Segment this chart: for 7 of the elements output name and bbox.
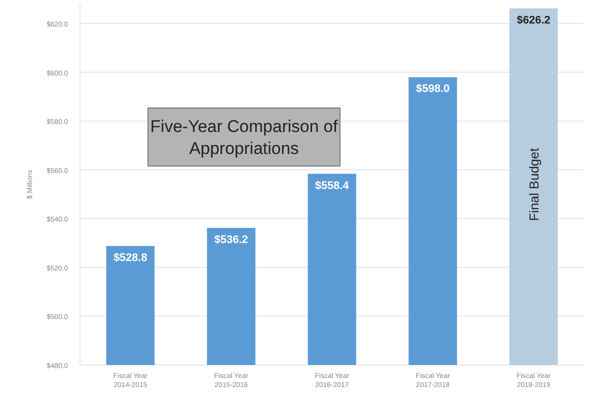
data-label: $558.4 [315, 180, 350, 192]
annotation: Final Budget [526, 148, 542, 221]
data-label: $626.2 [516, 14, 550, 26]
data-label: $536.2 [214, 234, 248, 246]
data-label: $528.8 [114, 252, 148, 264]
data-label: $598.0 [416, 83, 450, 96]
text: Five-Year Comparison of Appropriations [150, 117, 338, 158]
